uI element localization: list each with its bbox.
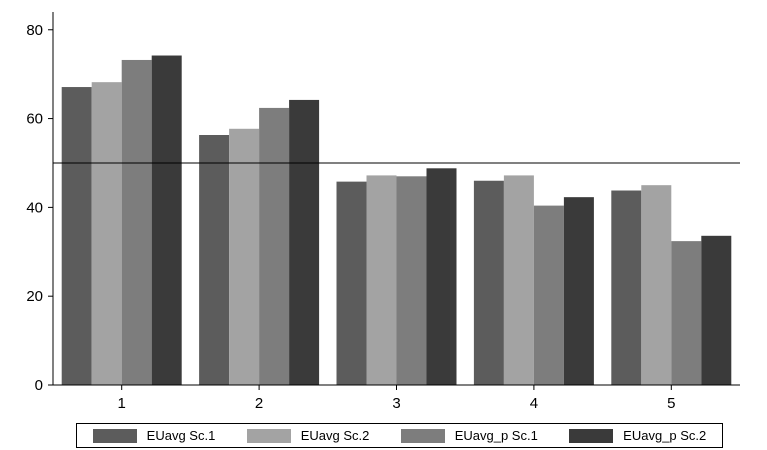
x-tick-label: 2 <box>255 395 263 412</box>
legend-label: EUavg_p Sc.1 <box>454 428 538 443</box>
legend-label: EUavg Sc.2 <box>300 428 370 443</box>
bar <box>563 197 594 385</box>
legend-item: EUavg Sc.1 <box>92 428 216 443</box>
bar <box>366 175 397 385</box>
y-tick-label: 20 <box>26 288 43 305</box>
bar <box>229 128 260 385</box>
bar <box>701 235 732 385</box>
x-tick-label: 1 <box>118 395 126 412</box>
legend-swatch <box>92 428 137 443</box>
bar <box>611 190 642 385</box>
y-tick-label: 40 <box>26 199 43 216</box>
bar <box>259 107 290 386</box>
bar <box>426 168 457 385</box>
y-tick-label: 60 <box>26 111 43 128</box>
x-tick-label: 3 <box>392 395 400 412</box>
bar <box>61 87 92 386</box>
legend: EUavg Sc.1 EUavg Sc.2 EUavg_p Sc.1 EUavg… <box>76 423 723 448</box>
legend-swatch <box>569 428 614 443</box>
legend-label: EUavg_p Sc.2 <box>623 428 707 443</box>
legend-item: EUavg_p Sc.1 <box>400 428 538 443</box>
bar <box>121 59 152 385</box>
bar <box>641 185 672 385</box>
legend-item: EUavg_p Sc.2 <box>569 428 706 443</box>
y-tick-label: 0 <box>35 377 43 394</box>
bar <box>289 99 320 386</box>
bar <box>503 175 534 385</box>
x-tick-label: 4 <box>530 395 538 412</box>
x-axis-ticks: 1 2 3 4 5 <box>118 385 675 412</box>
bar <box>91 82 122 386</box>
y-axis-ticks: 0 20 40 60 80 <box>26 22 53 394</box>
y-tick-label: 80 <box>26 22 43 39</box>
bar-chart: 0 20 40 60 80 1 2 3 4 5 <box>26 12 740 412</box>
bar <box>336 181 367 385</box>
bar <box>199 135 230 385</box>
bars-group <box>61 55 732 386</box>
bar <box>396 176 427 385</box>
legend-label: EUavg Sc.1 <box>146 428 216 443</box>
legend-swatch <box>246 428 291 443</box>
bar <box>671 241 702 385</box>
bar <box>151 55 182 386</box>
legend-swatch <box>400 428 445 443</box>
bar <box>473 180 504 385</box>
bar <box>533 205 564 385</box>
x-tick-label: 5 <box>667 395 675 412</box>
legend-item: EUavg Sc.2 <box>246 428 370 443</box>
